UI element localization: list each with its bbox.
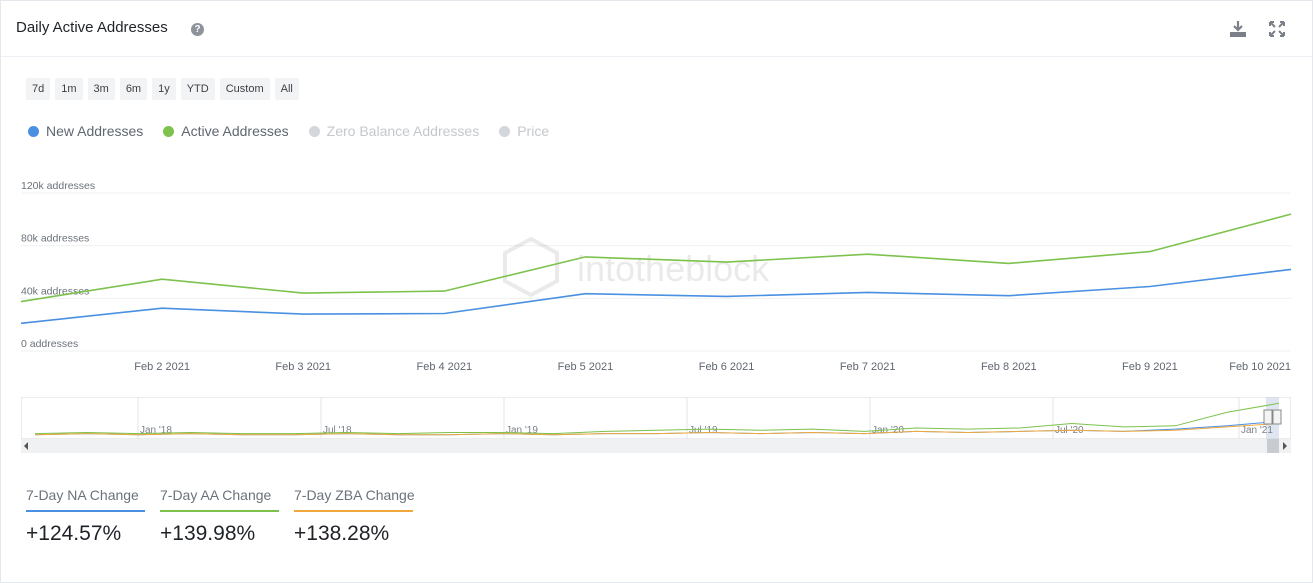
navigator-label: Jul '19 [689,425,718,436]
download-icon[interactable] [1228,19,1248,39]
legend-dot [28,125,39,137]
x-tick-label: Feb 7 2021 [840,361,896,373]
y-tick-label: 0 addresses [21,338,78,350]
x-tick-label: Feb 5 2021 [558,361,614,373]
range-custom-button[interactable]: Custom [219,78,270,100]
range-selector: 7d 1m 3m 6m 1y YTD Custom All [26,78,299,100]
card-header: Daily Active Addresses ? [1,1,1312,57]
range-ytd-button[interactable]: YTD [180,78,215,100]
scrollbar-thumb[interactable] [1267,439,1279,453]
navigator-label: Jan '18 [140,425,172,436]
legend-item-active-addresses[interactable]: Active Addresses [163,123,289,139]
legend-item-zero-balance-addresses[interactable]: Zero Balance Addresses [308,123,480,139]
x-tick-label: Feb 6 2021 [699,361,755,373]
x-tick-label: Feb 2 2021 [134,361,190,373]
navigator-label: Jan '19 [506,425,538,436]
navigator[interactable]: Jan '18 Jul '18 Jan '19 Jul '19 Jan '20 Jul '… [21,397,1291,453]
y-tick-label: 80k addresses [21,233,89,245]
main-chart[interactable]: 0 addresses 40k addresses 80k addresses 120… [1,171,1312,381]
page-title: Daily Active Addresses [16,19,168,36]
legend-label: New Addresses [46,123,144,139]
x-tick-label: Feb 9 2021 [1122,361,1178,373]
stat-value: +138.28% [294,522,390,545]
stats-row: 7-Day NA Change +124.57% 7-Day AA Change… [26,487,415,546]
series-line-active-addresses[interactable] [20,213,1292,303]
scroll-left-icon[interactable] [24,442,28,450]
series-line-new-addresses[interactable] [20,268,1292,325]
legend-label: Active Addresses [181,123,289,139]
range-1y-button[interactable]: 1y [152,78,176,100]
navigator-label: Jul '18 [323,425,352,436]
legend-dot [163,125,175,137]
stat-label: 7-Day ZBA Change [294,487,415,512]
x-tick-label: Feb 10 2021 [1229,361,1291,373]
y-tick-label: 120k addresses [21,180,95,192]
stat-value: +139.98% [160,522,256,545]
stat-value: +124.57% [26,522,122,545]
stat-label: 7-Day AA Change [160,487,279,512]
x-tick-label: Feb 3 2021 [275,361,331,373]
navigator-series-zero-balance-addresses [34,423,1280,436]
chart-legend: New Addresses Active Addresses Zero Bala… [28,123,549,139]
x-tick-label: Feb 8 2021 [981,361,1037,373]
legend-label: Zero Balance Addresses [326,123,480,139]
watermark-text: intotheblock [577,248,770,289]
navigator-label: Jan '20 [872,425,904,436]
range-all-button[interactable]: All [274,78,299,100]
range-3m-button[interactable]: 3m [87,78,115,100]
range-1m-button[interactable]: 1m [55,78,83,100]
navigator-label: Jan '21 [1241,425,1273,436]
legend-item-price[interactable]: Price [499,123,549,139]
legend-dot [308,125,320,137]
x-tick-label: Feb 4 2021 [417,361,473,373]
question-circle-icon[interactable]: ? [191,23,204,36]
y-tick-label: 40k addresses [21,285,89,297]
stat-zba-change: 7-Day ZBA Change +138.28% [294,487,415,546]
stat-na-change: 7-Day NA Change +124.57% [26,487,145,546]
legend-dot [499,125,511,137]
navigator-handle-right[interactable] [1272,409,1282,425]
navigator-handle-left[interactable] [1263,409,1273,425]
stat-aa-change: 7-Day AA Change +139.98% [160,487,279,546]
expand-icon[interactable] [1267,19,1287,39]
scrollbar-track[interactable] [21,439,1291,453]
scroll-right-icon[interactable] [1283,442,1287,450]
watermark-logo-icon [503,236,559,298]
legend-item-new-addresses[interactable]: New Addresses [28,123,143,139]
range-7d-button[interactable]: 7d [26,78,51,100]
stat-label: 7-Day NA Change [26,487,145,512]
legend-label: Price [517,123,550,139]
navigator-series-active-addresses [34,402,1280,435]
range-6m-button[interactable]: 6m [119,78,148,100]
watermark: intotheblock [503,236,770,298]
